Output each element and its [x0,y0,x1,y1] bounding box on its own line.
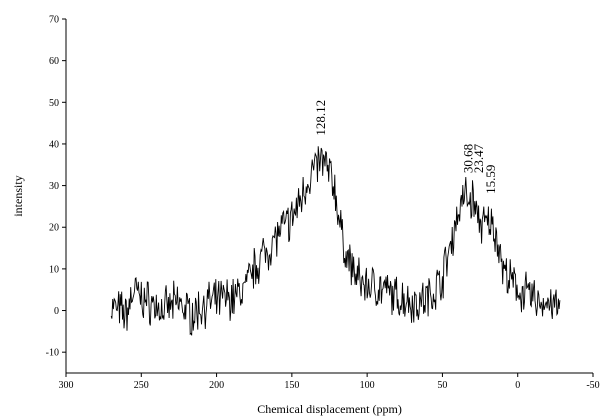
peak-label: 30.68 [461,144,476,173]
peak-label: 23.47 [471,143,486,173]
x-axis-title: Chemical displacement (ppm) [257,402,402,416]
peak-label: 15.59 [483,165,498,194]
chart-axes [65,19,593,374]
y-tick-label: 50 [49,98,59,109]
y-tick-label: 40 [49,139,59,150]
x-tick-label: 50 [437,380,447,391]
x-tick-label: 200 [209,380,224,391]
y-axis-title: intensity [11,175,25,216]
chart-ticks: -10 0 10 20 30 40 50 60 70 300 250 200 150 100 50 0 -50 [46,15,600,392]
x-tick-label: 300 [59,380,74,391]
x-tick-label: 0 [515,380,520,391]
x-tick-label: 100 [360,380,375,391]
peak-label: 128.12 [313,100,328,136]
y-tick-label: 10 [49,264,59,275]
y-tick-label: 30 [49,181,59,192]
y-tick-label: -10 [46,348,59,359]
y-tick-label: 20 [49,223,59,234]
spectrum-line [110,146,561,336]
x-tick-label: -50 [586,380,599,391]
y-tick-label: 60 [49,56,59,67]
y-tick-label: 70 [49,15,59,26]
x-tick-label: 150 [284,380,299,391]
y-tick-label: 0 [54,306,59,317]
x-tick-label: 250 [134,380,149,391]
